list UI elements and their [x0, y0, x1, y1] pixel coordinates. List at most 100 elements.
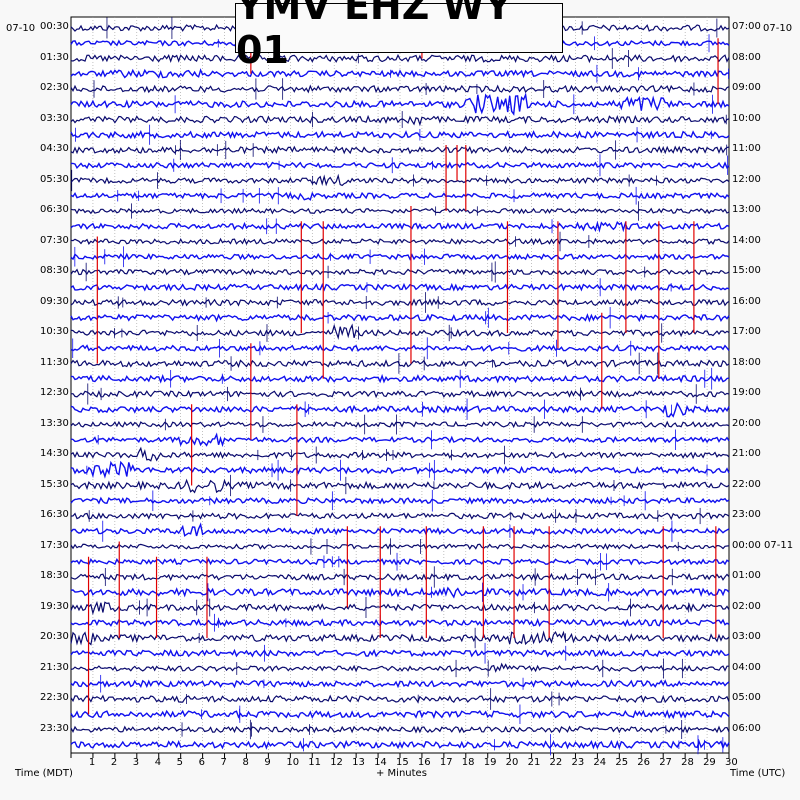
- right-time-label: 10:00: [732, 112, 761, 124]
- trace-line-25: [70, 401, 730, 418]
- left-date-label: 07-10: [6, 23, 36, 34]
- left-time-label: 05:30: [40, 173, 69, 185]
- trace-line-45: [70, 709, 730, 720]
- trace-line-15: [70, 252, 730, 261]
- right-time-label: 19:00: [732, 387, 761, 399]
- right-time-label: 01:00: [732, 570, 761, 582]
- right-time-label: 08:00: [732, 51, 761, 63]
- right-time-label: 23:00: [732, 509, 761, 521]
- x-tick-label: 22: [549, 757, 563, 768]
- trace-line-18: [70, 298, 730, 307]
- right-axis-label: Time (UTC): [730, 768, 786, 779]
- left-time-label: 15:30: [40, 478, 69, 490]
- right-time-label: 12:00: [732, 173, 761, 185]
- x-tick-label: 14: [374, 757, 387, 768]
- left-time-label: 03:30: [40, 112, 69, 124]
- left-axis-label: Time (MDT): [15, 768, 73, 779]
- x-tick-label: 23: [571, 757, 585, 768]
- right-time-label: 05:00: [732, 692, 761, 704]
- x-tick-label: 4: [154, 757, 162, 768]
- station-title: YMV EHZ WY 01: [236, 0, 512, 72]
- trace-line-40: [70, 630, 730, 646]
- trace-line-46: [70, 725, 730, 734]
- seismic-traces: [70, 17, 730, 756]
- left-time-label: 21:30: [40, 661, 69, 673]
- x-tick-label: 7: [220, 757, 227, 768]
- x-tick-label: 25: [615, 757, 629, 768]
- trace-line-2: [70, 53, 730, 64]
- trace-line-27: [70, 432, 730, 448]
- x-tick-label: 8: [242, 757, 249, 768]
- trace-line-32: [70, 512, 730, 521]
- trace-line-35: [70, 557, 730, 566]
- left-time-label: 17:30: [40, 539, 69, 551]
- plot-area: [70, 16, 730, 754]
- x-tick-label: 3: [132, 757, 140, 768]
- right-time-label: 02:00: [732, 600, 761, 612]
- left-time-label: 04:30: [40, 143, 69, 155]
- left-time-label: 12:30: [40, 387, 69, 399]
- trace-line-22: [70, 359, 730, 369]
- x-tick-label: 2: [110, 757, 118, 768]
- x-tick-label: 9: [264, 757, 271, 768]
- left-time-label: 16:30: [40, 509, 69, 521]
- x-tick-label: 11: [308, 757, 321, 768]
- trace-line-33: [70, 522, 730, 537]
- right-time-label: 11:00: [732, 143, 761, 155]
- left-time-label: 23:30: [40, 722, 69, 734]
- left-time-label: 22:30: [40, 692, 69, 704]
- trace-line-38: [70, 600, 730, 616]
- trace-line-44: [70, 694, 730, 704]
- x-tick-label: 19: [483, 757, 497, 768]
- left-time-label: 09:30: [40, 295, 69, 307]
- left-time-label: 02:30: [40, 82, 69, 94]
- trace-line-36: [70, 572, 730, 582]
- right-time-label: 09:00: [732, 82, 761, 94]
- trace-line-29: [70, 460, 730, 479]
- trace-line-34: [70, 543, 730, 551]
- trace-line-10: [70, 173, 730, 187]
- x-tick-label: 18: [461, 757, 475, 768]
- trace-line-21: [70, 344, 730, 353]
- left-time-label: 10:30: [40, 326, 69, 338]
- trace-line-28: [70, 446, 730, 462]
- trace-line-41: [70, 648, 730, 658]
- x-tick-label: 21: [527, 757, 541, 768]
- x-tick-label: 5: [176, 757, 184, 768]
- right-time-label: 20:00: [732, 417, 761, 429]
- trace-line-3: [70, 68, 730, 79]
- trace-line-4: [70, 84, 730, 94]
- left-time-label: 08:30: [40, 265, 69, 277]
- trace-line-11: [70, 191, 730, 201]
- right-time-label: 13:00: [732, 204, 761, 216]
- left-time-label: 01:30: [40, 51, 69, 63]
- trace-line-42: [70, 662, 729, 673]
- trace-line-9: [70, 161, 730, 170]
- trace-line-43: [70, 679, 730, 689]
- trace-line-26: [70, 420, 730, 429]
- x-tick-label: 26: [637, 757, 650, 768]
- event-markers: [87, 38, 719, 715]
- trace-line-24: [70, 389, 730, 399]
- x-tick-label: 1: [88, 757, 96, 768]
- x-axis-ticks: [70, 753, 730, 758]
- left-time-label: 07:30: [40, 234, 69, 246]
- right-time-label: 14:00: [732, 234, 761, 246]
- trace-line-37: [70, 586, 730, 599]
- left-time-label: 00:30: [40, 21, 69, 33]
- left-time-label: 06:30: [40, 204, 69, 216]
- right-time-label: 06:00: [732, 722, 761, 734]
- trace-line-6: [70, 114, 730, 127]
- x-tick-label: 12: [330, 757, 343, 768]
- x-tick-label: 10: [286, 757, 300, 768]
- x-tick-label: 17: [439, 757, 453, 768]
- trace-line-23: [70, 373, 730, 384]
- right-date-label: 07-10: [763, 23, 793, 34]
- left-time-label: 13:30: [40, 417, 69, 429]
- right-time-label: 04:00: [732, 661, 761, 673]
- right-time-label: 17:00: [732, 326, 761, 338]
- left-time-label: 11:30: [40, 356, 69, 368]
- right-time-label: 18:00: [732, 356, 761, 368]
- right-time-label: 03:00: [732, 631, 761, 643]
